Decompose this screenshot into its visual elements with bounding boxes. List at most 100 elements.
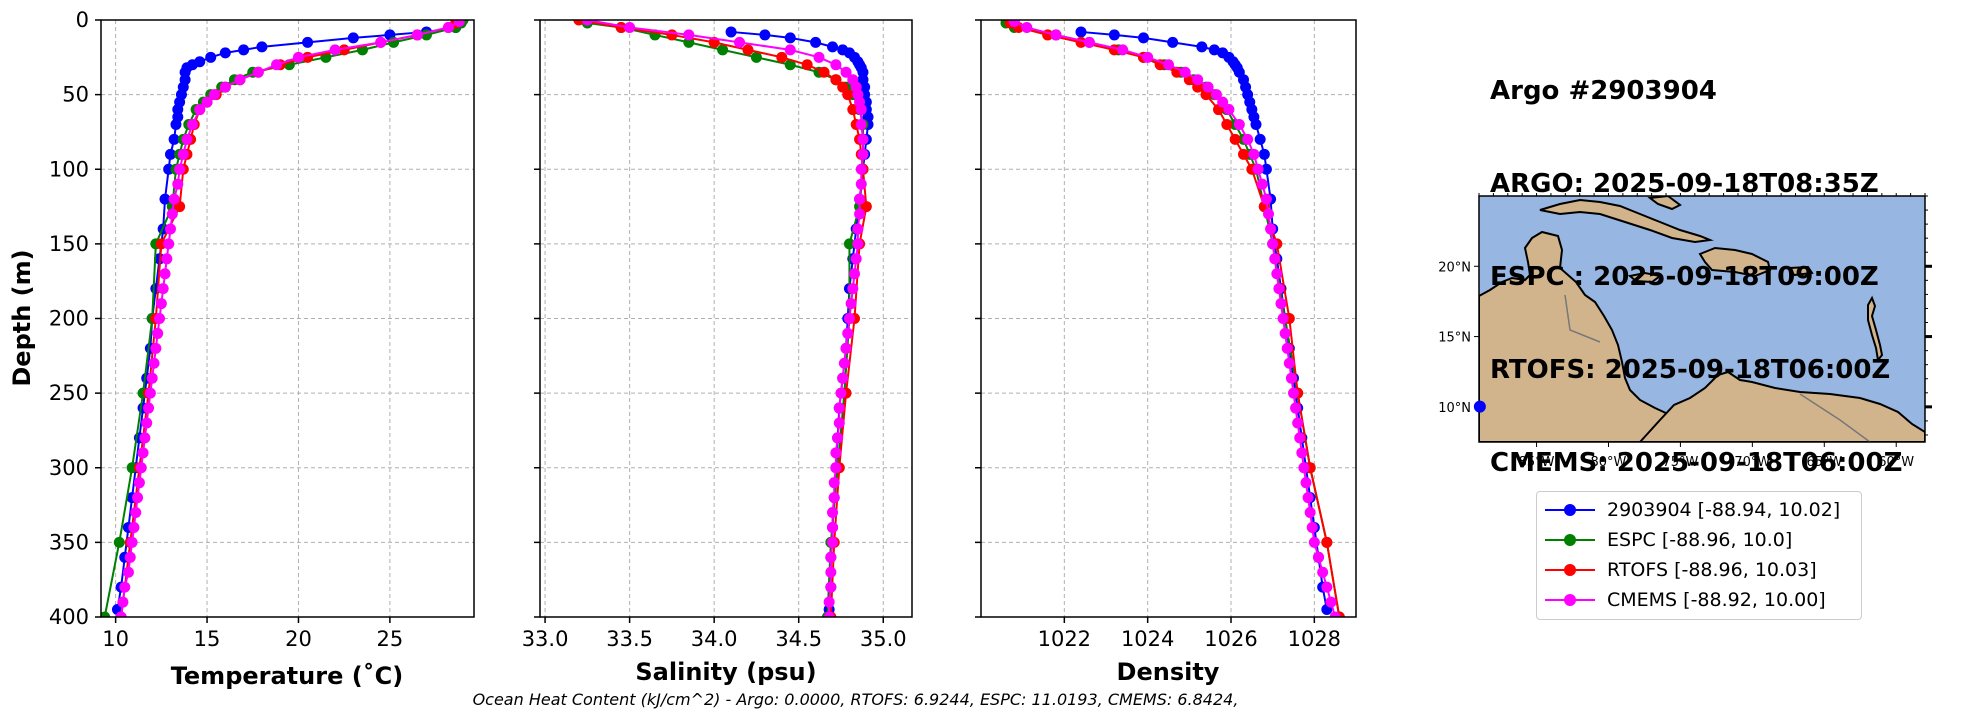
data-point [1242,133,1254,145]
legend-swatch-espc [1545,534,1595,546]
map-xticks: 85°W 80°W 75°W 70°W 65°W 60°W [1519,442,1914,470]
data-point [177,148,189,160]
y-tick-label: 300 [49,456,89,480]
data-point [823,611,835,617]
data-point [842,327,854,339]
map-x-tick-label: 60°W [1878,455,1914,470]
data-point [813,51,825,63]
data-point [1008,20,1020,27]
salinity-series [573,20,874,617]
series-rtofs [115,20,462,617]
data-point [573,20,585,26]
data-point [840,342,852,354]
data-point [101,611,111,617]
data-point [208,89,220,101]
data-point [146,372,158,384]
map-frame [1478,195,1926,443]
x-tick-label: 1028 [1288,627,1341,651]
data-point [750,51,762,63]
data-point [830,59,842,71]
data-point [830,74,842,86]
x-tick-label: 35.0 [860,627,907,651]
x-tick-label: 33.0 [522,627,569,651]
title-line-argo-id: Argo #2903904 [1490,76,1717,106]
data-point [137,447,149,459]
data-point [1223,104,1235,116]
data-point [734,36,746,48]
data-point [219,47,231,59]
data-point [852,238,864,250]
title-line-argo-time: ARGO: 2025-09-18T08:35Z [1490,169,1879,199]
x-tick-label: 25 [377,627,404,651]
x-tick-label: 10 [102,627,129,651]
data-point [170,118,182,130]
y-tick-label: 200 [49,307,89,331]
legend-label: RTOFS [-88.96, 10.03] [1607,559,1817,581]
map-y-tick-label: 20°N [1438,260,1471,275]
data-point [827,536,839,548]
temperature-panel: 10 15 20 25 0 50 100 150 200 250 300 350 400 Temper… [8,8,475,690]
legend-swatch-rtofs [1545,564,1595,576]
density-xlabel: Density [1117,658,1220,686]
data-point [854,193,866,205]
data-point [150,342,162,354]
data-point [850,253,862,265]
data-point [825,581,837,593]
legend-label: ESPC [-88.96, 10.0] [1607,529,1793,551]
legend: 2903904 [-88.94, 10.02] ESPC [-88.96, 10… [1536,491,1862,620]
location-map: 85°W 80°W 75°W 70°W 65°W 60°W 10°N 15°N 20°N [1438,193,1932,470]
data-point [1329,611,1341,617]
data-point [139,432,151,444]
depth-ylabel: Depth (m) [8,249,36,386]
salinity-panel: 33.0 33.5 34.0 34.5 35.0 Salinity (psu) [522,19,913,686]
series-line [120,20,460,617]
data-point [1021,21,1033,33]
x-tick-label: 34.5 [775,627,822,651]
legend-item-espc: ESPC [-88.96, 10.0] [1545,525,1792,555]
temperature-series [101,20,469,617]
series-cmems [115,20,465,617]
data-point [1269,253,1281,265]
data-point [1304,507,1316,519]
legend-swatch-cmems [1545,594,1595,606]
data-point [157,283,169,295]
data-point [1260,193,1272,205]
data-point [1308,536,1320,548]
data-point [113,536,125,548]
data-point [1233,118,1245,130]
data-point [186,118,198,130]
data-point [1277,313,1289,324]
data-point [801,59,813,71]
data-point [115,611,127,617]
data-point [784,32,796,44]
data-point [828,477,840,489]
data-point [624,21,636,33]
data-point [1313,551,1324,563]
y-tick-label: 150 [49,232,89,256]
data-point [1258,148,1270,160]
data-point [1142,51,1154,63]
data-point [181,133,193,145]
data-point [1229,133,1241,145]
data-point [827,41,839,53]
data-point [1321,536,1333,548]
data-point [119,581,131,593]
data-point [172,178,184,190]
data-point [1075,26,1087,38]
data-point [1300,477,1312,489]
data-point [1202,81,1214,93]
data-point [1292,417,1304,429]
series-line [120,22,457,617]
data-point [833,417,845,429]
data-point [238,44,250,56]
data-point [784,59,796,71]
data-point [453,20,465,27]
temperature-xlabel: Temperature (˚C) [171,662,404,690]
data-point [126,536,138,548]
data-point [1252,163,1264,175]
data-point [161,253,173,265]
data-point [159,193,171,205]
data-point [1179,66,1191,78]
y-tick-label: 350 [49,530,89,554]
